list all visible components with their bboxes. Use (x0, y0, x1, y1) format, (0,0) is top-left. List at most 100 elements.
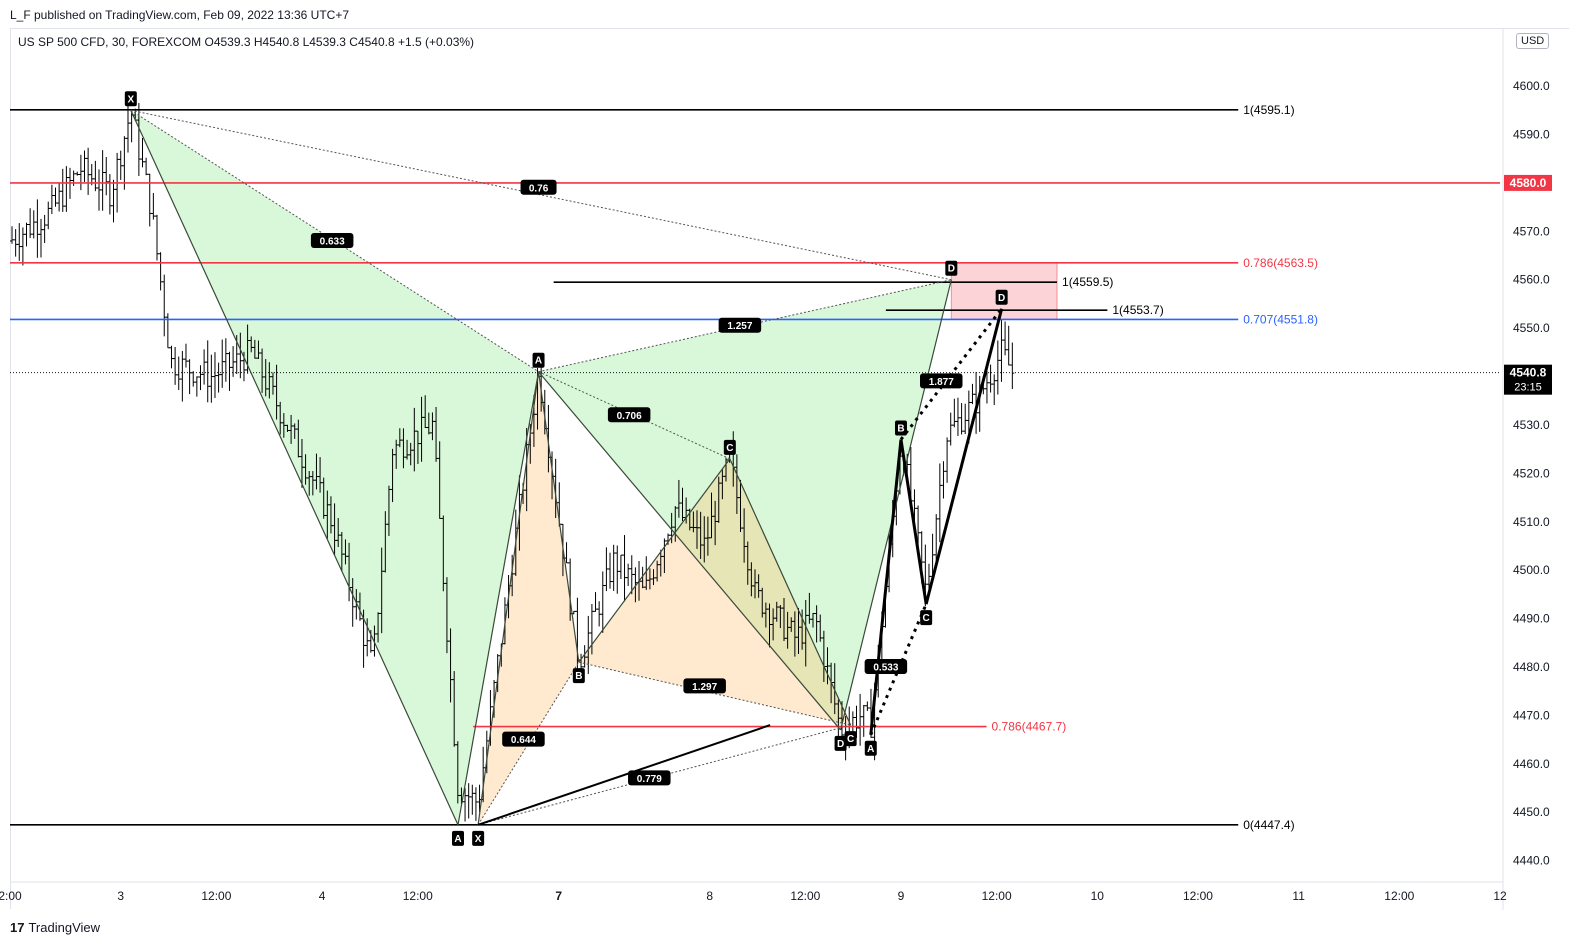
svg-text:C: C (923, 613, 930, 624)
candle (212, 352, 217, 399)
chart-frame (10, 28, 1569, 909)
svg-text:0.533: 0.533 (873, 663, 898, 674)
price-tick: 4590.0 (1513, 128, 1550, 142)
point-label-a: A (532, 352, 545, 368)
candle (941, 461, 946, 499)
candle (586, 615, 591, 674)
red-price-tag (1504, 174, 1552, 191)
candle (17, 223, 22, 261)
time-axis: 2:00 3 12:00 4 12:00 7 8 12:00 9 12:00 10 12:00 11 12… (0, 881, 1507, 903)
level-label: 1(4595.1) (1243, 103, 1294, 117)
candle (46, 201, 51, 230)
candle (151, 193, 156, 220)
candle (24, 222, 29, 247)
candle (49, 184, 54, 215)
candle (180, 350, 185, 402)
candle (209, 354, 214, 403)
point-label-c: C (844, 731, 857, 747)
candle (31, 210, 36, 239)
candle (154, 214, 159, 261)
candle (111, 179, 116, 223)
candle (89, 164, 94, 186)
currency-button[interactable]: USD (1516, 33, 1550, 49)
xa-leg (130, 110, 459, 826)
price-tick: 4600.0 (1513, 79, 1550, 93)
level-label: 0.786(4563.5) (1243, 256, 1318, 270)
candle (952, 398, 957, 428)
point-label-x: X (124, 91, 137, 107)
candle (183, 343, 188, 368)
candle (473, 787, 478, 821)
candle (28, 208, 33, 238)
candle (82, 150, 87, 182)
bc2-leg (578, 458, 731, 663)
candle (593, 592, 598, 612)
candle (136, 102, 141, 176)
candle (35, 199, 40, 258)
svg-text:0.76: 0.76 (529, 183, 549, 194)
red-price-tag-text: 4580.0 (1510, 176, 1547, 190)
candle (470, 784, 475, 815)
time-tick: 9 (898, 889, 905, 903)
tradingview-text: TradingView (28, 920, 101, 935)
candle (165, 313, 170, 349)
svg-text:A: A (867, 744, 874, 755)
svg-text:C: C (726, 443, 733, 454)
candle (57, 182, 62, 212)
price-tick: 4450.0 (1513, 805, 1550, 819)
time-tick: 11 (1292, 889, 1305, 903)
bd-dotted (538, 279, 952, 373)
svg-text:A: A (454, 834, 461, 845)
svg-text:B: B (897, 423, 904, 434)
candle (64, 166, 69, 212)
trend-line (477, 724, 771, 826)
candle (608, 552, 613, 589)
candle (466, 783, 471, 819)
candle (600, 571, 605, 633)
price-tick: 4490.0 (1513, 612, 1550, 626)
candle (194, 376, 199, 397)
tradingview-logo[interactable]: 17 TradingView (10, 920, 100, 935)
level-label: 0.707(4551.8) (1243, 312, 1318, 326)
candle (937, 463, 942, 543)
point-label-c: C (723, 439, 736, 455)
abcd-cd (924, 308, 1004, 605)
candle (140, 138, 145, 168)
point-label-d: D (995, 289, 1008, 305)
candle (945, 437, 950, 483)
svg-text:0.779: 0.779 (637, 774, 662, 785)
abcd-bc (899, 439, 928, 605)
price-tick: 4560.0 (1513, 273, 1550, 287)
abcd-ab (869, 439, 903, 735)
candle (118, 150, 123, 180)
svg-text:1.297: 1.297 (692, 682, 717, 693)
candle (191, 371, 196, 387)
candle (1010, 342, 1015, 390)
candle (86, 147, 91, 195)
candle (970, 383, 975, 405)
cd-leg (839, 279, 952, 731)
candle (162, 274, 167, 337)
candle (604, 547, 609, 592)
bcd2-fill (578, 458, 851, 726)
candle (597, 601, 602, 627)
candle (963, 403, 968, 434)
candle (227, 351, 232, 391)
candle (865, 701, 870, 712)
current-price-text: 4540.8 (1510, 366, 1547, 380)
time-tick: 12:00 (1384, 889, 1414, 903)
point-label-a: A (864, 740, 877, 756)
candle (173, 346, 178, 385)
price-tick: 4550.0 (1513, 321, 1550, 335)
level-label: 0(4447.4) (1243, 818, 1294, 832)
svg-text:1.257: 1.257 (727, 321, 752, 332)
time-tick: 12:00 (982, 889, 1012, 903)
candle (231, 346, 236, 377)
candle (626, 563, 631, 586)
candle (158, 252, 163, 291)
candle (169, 345, 174, 369)
current-price-tag (1504, 364, 1552, 395)
point-label-b: B (572, 668, 585, 684)
candle (1003, 321, 1008, 356)
